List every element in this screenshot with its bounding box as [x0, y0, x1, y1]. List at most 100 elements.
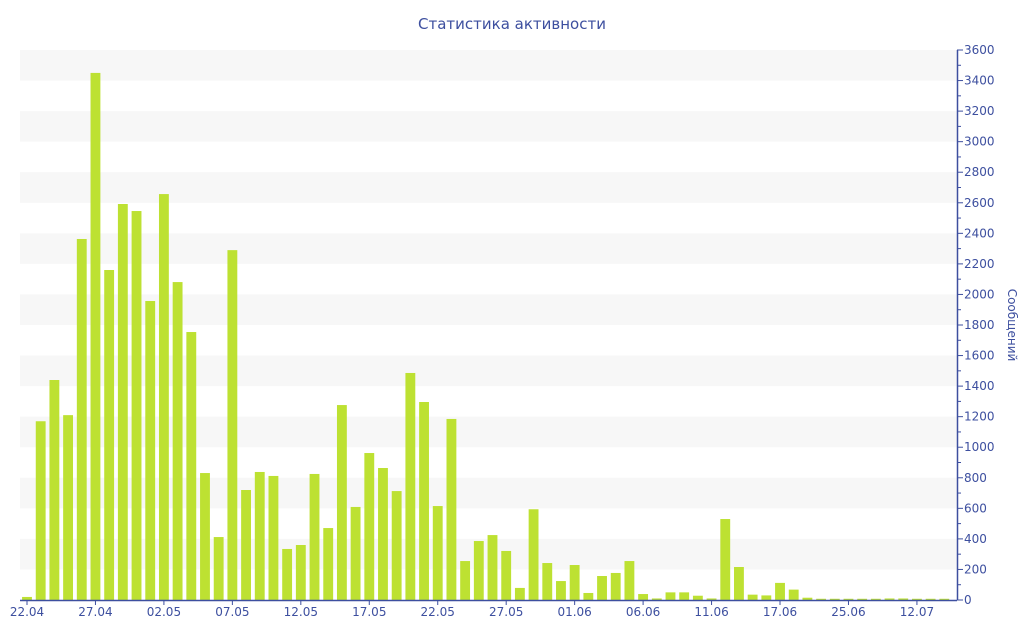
bar	[624, 561, 635, 600]
bar	[898, 598, 909, 600]
bar	[391, 491, 402, 600]
chart-title: Статистика активности	[418, 15, 606, 33]
bar	[200, 473, 210, 600]
bar	[747, 594, 758, 600]
y-tick-label: 2600	[964, 196, 995, 210]
bar	[295, 545, 306, 600]
bar	[569, 565, 580, 600]
bar	[227, 250, 238, 600]
bar	[432, 506, 443, 600]
bar	[857, 598, 868, 600]
x-tick-label: 27.04	[78, 605, 112, 619]
x-tick-label: 11.06	[694, 605, 728, 619]
bar	[829, 598, 840, 600]
grid-band	[20, 172, 957, 203]
y-tick-label: 2800	[964, 165, 995, 179]
bar	[583, 592, 594, 600]
bar	[692, 595, 703, 600]
bar	[254, 471, 265, 600]
bar	[679, 592, 690, 600]
bar	[350, 506, 361, 600]
y-axis-label: Сообщений	[1005, 289, 1019, 362]
bar	[870, 598, 881, 600]
y-tick-label: 400	[964, 532, 987, 546]
y-tick-label: 3000	[964, 135, 995, 149]
bar	[158, 194, 169, 600]
bar	[104, 270, 115, 600]
bar	[939, 598, 950, 600]
bar	[610, 572, 621, 600]
x-tick-label: 17.05	[352, 605, 386, 619]
bar	[528, 509, 539, 600]
y-tick-label: 1200	[964, 410, 995, 424]
x-tick-label: 12.07	[900, 605, 934, 619]
bar	[117, 204, 128, 600]
bar	[925, 598, 936, 600]
x-tick-label: 22.04	[10, 605, 44, 619]
bar	[364, 453, 375, 600]
y-tick-label: 3200	[964, 104, 995, 118]
bar	[775, 582, 785, 600]
bar	[90, 72, 101, 600]
x-tick-label: 02.05	[147, 605, 181, 619]
bar	[213, 537, 224, 600]
bar	[22, 596, 32, 600]
bar	[76, 238, 87, 600]
bar	[460, 561, 471, 600]
bar	[501, 550, 512, 600]
bar	[419, 402, 429, 600]
y-tick-label: 800	[964, 471, 987, 485]
bar	[49, 380, 60, 600]
bar	[802, 597, 813, 600]
bar	[186, 332, 197, 600]
bar	[638, 594, 649, 600]
bar	[734, 567, 744, 600]
bar	[843, 598, 854, 600]
y-tick-label: 1600	[964, 349, 995, 363]
bar	[446, 418, 457, 600]
bar	[542, 563, 553, 600]
y-tick-label: 1800	[964, 318, 995, 332]
grid-band	[20, 50, 957, 81]
bar	[405, 372, 416, 600]
bar	[35, 421, 46, 600]
bar	[131, 211, 142, 600]
bar	[706, 598, 717, 600]
bar	[63, 415, 74, 600]
grid-band	[20, 233, 957, 264]
bar	[514, 587, 525, 600]
bar	[487, 535, 498, 600]
y-tick-label: 1000	[964, 440, 995, 454]
bar	[378, 468, 388, 600]
bar	[761, 595, 772, 600]
x-tick-label: 07.05	[215, 605, 249, 619]
bar	[268, 475, 279, 600]
bar	[282, 548, 293, 600]
bar	[665, 592, 676, 600]
x-tick-label: 22.05	[421, 605, 455, 619]
bar	[816, 598, 827, 600]
x-tick-label: 01.06	[557, 605, 591, 619]
bar	[145, 301, 156, 600]
x-tick-label: 25.06	[831, 605, 865, 619]
bar	[323, 528, 334, 600]
bar	[911, 598, 922, 600]
y-tick-label: 3400	[964, 74, 995, 88]
x-tick-label: 06.06	[626, 605, 660, 619]
x-tick-label: 27.05	[489, 605, 523, 619]
bar	[172, 282, 183, 600]
y-tick-label: 2400	[964, 226, 995, 240]
bar	[720, 519, 731, 600]
y-tick-label: 0	[964, 593, 972, 607]
y-tick-label: 2000	[964, 287, 995, 301]
bar	[309, 473, 320, 600]
y-tick-label: 3600	[964, 43, 995, 57]
bar	[788, 589, 799, 600]
bar	[241, 490, 251, 600]
bar	[597, 576, 607, 600]
bar	[473, 541, 484, 600]
bar	[651, 598, 662, 600]
bar	[336, 405, 347, 600]
x-tick-label: 17.06	[763, 605, 797, 619]
